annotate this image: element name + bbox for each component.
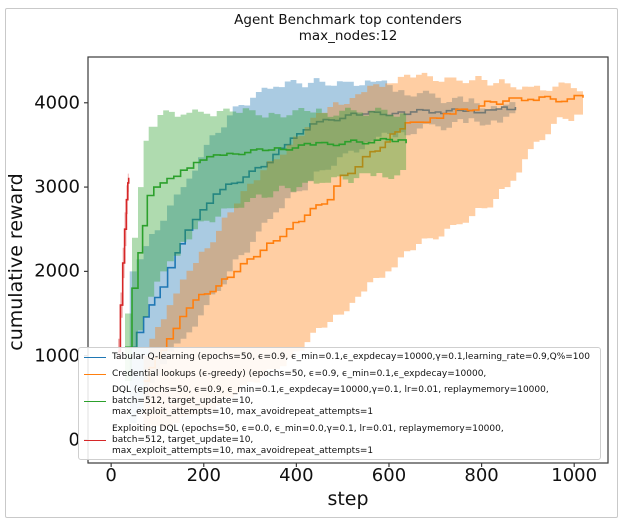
x-axis-label: step <box>327 488 369 510</box>
legend-label-orange: Credential lookups (ϵ-greedy) (epochs=50… <box>112 368 487 379</box>
series-line-dql <box>125 137 407 349</box>
confidence-band-credential-lookups-greedy- <box>143 72 583 432</box>
legend-line-sample-blue <box>84 357 106 358</box>
series-line-exploiting-dql <box>118 177 130 353</box>
series-line-credential-lookups-greedy- <box>143 94 584 382</box>
x-tick-label-200: 200 <box>186 465 221 486</box>
y-tick-label-3000: 3000 <box>34 176 80 198</box>
y-tick-label-0: 0 <box>68 429 80 451</box>
legend-label-blue: Tabular Q-learning (epochs=50, ϵ=0.9, ϵ_… <box>112 352 590 362</box>
confidence-band-dql <box>125 107 407 381</box>
legend-line-sample-orange <box>84 373 106 375</box>
confidence-band-tabular-q-learning <box>129 78 516 424</box>
plot-frame <box>87 56 609 464</box>
series-line-tabular-q-learning <box>129 106 517 349</box>
y-tick-label-1000: 1000 <box>34 345 80 367</box>
x-tick-label-600: 600 <box>371 465 407 486</box>
legend-label-red: Exploiting DQL (epochs=50, ϵ=0.0, ϵ_min=… <box>112 423 504 456</box>
x-tick-label-1000: 1000 <box>551 465 598 486</box>
legend-line-sample-red <box>84 439 106 441</box>
chart-title-line2: max_nodes:12 <box>298 28 398 44</box>
x-tick-label-0: 0 <box>105 465 117 486</box>
chart-title-line1: Agent Benchmark top contenders <box>234 12 462 28</box>
y-tick-label-2000: 2000 <box>34 260 80 282</box>
chart-legend: Tabular Q-learning (epochs=50, ϵ=0.9, ϵ_… <box>78 347 601 460</box>
legend-line-sample-green <box>84 401 106 403</box>
x-tick-label-800: 800 <box>464 465 499 486</box>
y-tick-label-4000: 4000 <box>34 92 80 114</box>
legend-entry-green: DQL (epochs=50, ϵ=0.9, ϵ_min=0.1,ϵ_expde… <box>84 385 598 418</box>
legend-label-green: DQL (epochs=50, ϵ=0.9, ϵ_min=0.1,ϵ_expde… <box>112 385 549 418</box>
chart-title: Agent Benchmark top contenders max_nodes… <box>88 12 608 44</box>
legend-entry-orange: Credential lookups (ϵ-greedy) (epochs=50… <box>84 369 598 380</box>
x-tick-label-400: 400 <box>279 465 314 486</box>
legend-entry-red: Exploiting DQL (epochs=50, ϵ=0.0, ϵ_min=… <box>84 424 598 457</box>
legend-entry-blue: Tabular Q-learning (epochs=50, ϵ=0.9, ϵ_… <box>84 352 598 363</box>
